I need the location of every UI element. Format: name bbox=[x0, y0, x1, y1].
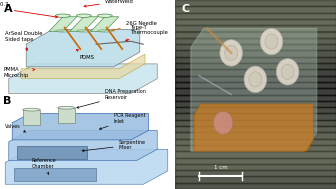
Ellipse shape bbox=[23, 108, 40, 111]
Bar bbox=[175, 6, 336, 13]
Bar bbox=[175, 157, 336, 164]
Bar bbox=[175, 69, 336, 76]
Bar bbox=[175, 176, 336, 183]
Bar bbox=[175, 151, 336, 157]
Bar bbox=[175, 126, 336, 132]
Bar bbox=[175, 183, 336, 189]
Polygon shape bbox=[14, 168, 96, 181]
Circle shape bbox=[281, 64, 294, 79]
Polygon shape bbox=[194, 104, 313, 151]
Circle shape bbox=[249, 72, 262, 87]
Bar bbox=[175, 107, 336, 113]
Bar bbox=[175, 63, 336, 69]
Bar bbox=[175, 32, 336, 38]
Bar bbox=[175, 145, 336, 151]
Text: Valves: Valves bbox=[5, 124, 26, 132]
Circle shape bbox=[213, 112, 233, 134]
Polygon shape bbox=[17, 146, 87, 159]
Bar bbox=[175, 13, 336, 19]
Bar bbox=[175, 139, 336, 145]
Text: DNA Preparation
Reservoir: DNA Preparation Reservoir bbox=[77, 89, 146, 108]
Polygon shape bbox=[5, 149, 168, 184]
Bar bbox=[175, 44, 336, 50]
Bar bbox=[175, 50, 336, 57]
Ellipse shape bbox=[76, 14, 91, 17]
Bar bbox=[175, 82, 336, 88]
Bar bbox=[175, 132, 336, 139]
Polygon shape bbox=[23, 110, 40, 125]
Polygon shape bbox=[191, 28, 317, 151]
Text: C: C bbox=[181, 4, 189, 14]
Text: WaterWeld: WaterWeld bbox=[84, 0, 134, 7]
Polygon shape bbox=[12, 113, 149, 140]
Polygon shape bbox=[9, 64, 157, 93]
Polygon shape bbox=[26, 29, 140, 67]
Text: Top of a 0.7
mL Tube: Top of a 0.7 mL Tube bbox=[0, 2, 57, 18]
Ellipse shape bbox=[76, 30, 91, 32]
Ellipse shape bbox=[97, 30, 112, 32]
Circle shape bbox=[225, 45, 238, 60]
Text: Type-T
Thermocouple: Type-T Thermocouple bbox=[126, 25, 169, 41]
Ellipse shape bbox=[55, 30, 70, 32]
Text: PCR Reagent
Inlet: PCR Reagent Inlet bbox=[99, 113, 145, 129]
Bar bbox=[175, 113, 336, 120]
Bar bbox=[175, 94, 336, 101]
Circle shape bbox=[265, 34, 278, 49]
Text: B: B bbox=[3, 96, 12, 106]
Bar bbox=[175, 19, 336, 25]
Ellipse shape bbox=[55, 14, 70, 17]
Bar bbox=[175, 57, 336, 63]
Polygon shape bbox=[58, 108, 75, 123]
Bar bbox=[175, 38, 336, 44]
Polygon shape bbox=[91, 17, 119, 31]
Polygon shape bbox=[21, 54, 145, 79]
Bar bbox=[175, 76, 336, 82]
Bar bbox=[175, 88, 336, 94]
Polygon shape bbox=[9, 130, 157, 161]
Bar bbox=[175, 164, 336, 170]
Circle shape bbox=[260, 28, 283, 55]
Text: PDMS: PDMS bbox=[76, 49, 95, 60]
Circle shape bbox=[244, 66, 267, 93]
Ellipse shape bbox=[97, 14, 112, 17]
Polygon shape bbox=[49, 17, 77, 31]
Text: PMMA
Microchip: PMMA Microchip bbox=[3, 67, 35, 78]
Text: 26G Needle: 26G Needle bbox=[112, 21, 157, 31]
Bar bbox=[175, 120, 336, 126]
Ellipse shape bbox=[58, 106, 75, 109]
Bar bbox=[175, 0, 336, 6]
Bar bbox=[175, 101, 336, 107]
Circle shape bbox=[220, 40, 243, 66]
Text: Serpentine
Mixer: Serpentine Mixer bbox=[82, 139, 146, 152]
Text: A: A bbox=[3, 4, 12, 14]
Text: 1 cm: 1 cm bbox=[214, 165, 227, 170]
Text: Reference
Chamber: Reference Chamber bbox=[32, 158, 56, 174]
Circle shape bbox=[276, 59, 299, 85]
Polygon shape bbox=[70, 17, 98, 31]
Text: ArSeal Double
Sided tape: ArSeal Double Sided tape bbox=[5, 32, 43, 50]
Bar bbox=[175, 170, 336, 176]
Bar bbox=[175, 25, 336, 32]
